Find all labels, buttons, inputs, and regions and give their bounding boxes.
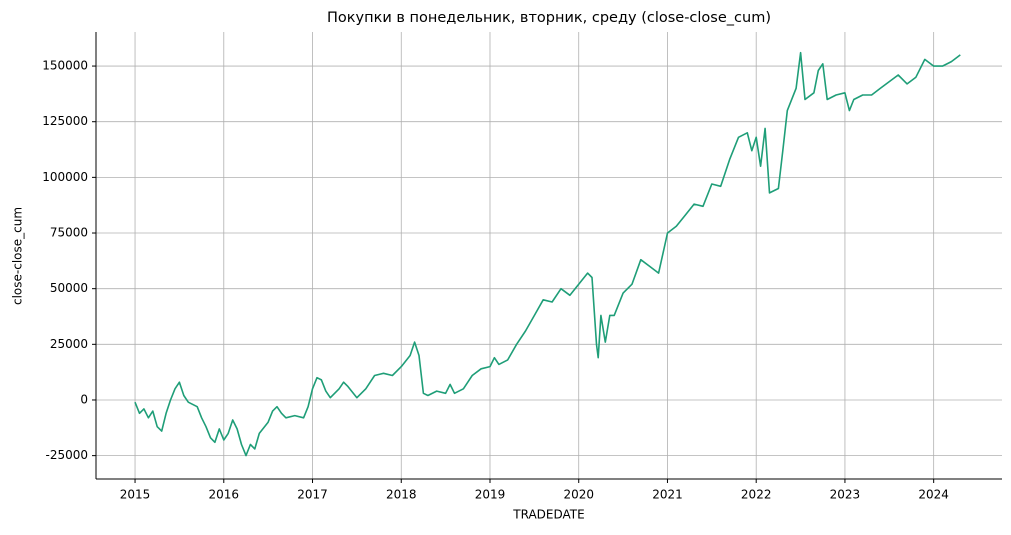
x-tick-label: 2017 xyxy=(297,488,328,502)
data-line xyxy=(134,51,961,457)
x-tick-label: 2020 xyxy=(563,488,594,502)
chart-title: Покупки в понедельник, вторник, среду (c… xyxy=(327,10,771,26)
y-tick-label: 100000 xyxy=(42,170,88,184)
x-tick-label: 2015 xyxy=(120,488,151,502)
y-tick-label: 0 xyxy=(80,392,88,406)
x-tick-label: 2018 xyxy=(386,488,417,502)
x-tick-label: 2024 xyxy=(918,488,949,502)
x-tick-label: 2023 xyxy=(830,488,861,502)
y-tick-label: 150000 xyxy=(42,59,88,73)
x-tick-label: 2016 xyxy=(209,488,240,502)
x-tick-label: 2021 xyxy=(652,488,683,502)
y-tick-label: 50000 xyxy=(50,281,88,295)
x-tick-label: 2019 xyxy=(475,488,506,502)
x-axis-label: TRADEDATE xyxy=(512,508,584,522)
y-axis-label: close-close_cum xyxy=(11,207,25,305)
x-tick-label: 2022 xyxy=(741,488,772,502)
y-tick-label: 75000 xyxy=(50,226,88,240)
y-tick-label: 125000 xyxy=(42,114,88,128)
y-tick-label: 25000 xyxy=(50,337,88,351)
y-tick-label: -25000 xyxy=(45,448,88,462)
